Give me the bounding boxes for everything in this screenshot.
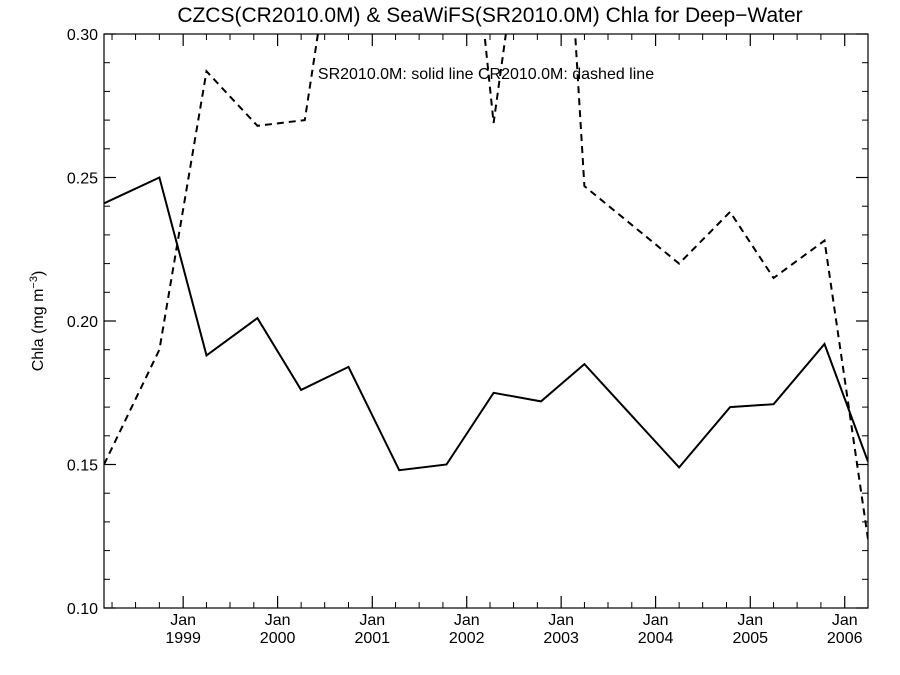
x-tick-label-month: Jan [454, 612, 480, 629]
x-tick-label-month: Jan [643, 612, 669, 629]
series-annotation: SR2010.0M: solid line CR2010.0M: dashed … [318, 66, 654, 83]
x-tick-label-year: 2002 [449, 630, 485, 647]
series-line-cr2010-0m [104, 34, 868, 540]
x-tick-label-month: Jan [359, 612, 385, 629]
series-line-sr2010-0m [104, 176, 868, 472]
x-tick-label-month: Jan [832, 612, 858, 629]
x-tick-label-year: 2006 [827, 630, 863, 647]
x-tick-label-month: Jan [265, 612, 291, 629]
plot-frame [103, 33, 869, 609]
y-tick-label: 0.25 [67, 171, 98, 188]
x-tick-label-year: 1999 [165, 630, 201, 647]
chart-title: CZCS(CR2010.0M) & SeaWiFS(SR2010.0M) Chl… [177, 4, 802, 27]
y-axis-label-text: Chla (mg m [30, 289, 47, 372]
y-tick-label: 0.30 [67, 27, 98, 44]
x-tick-label-year: 2000 [260, 630, 296, 647]
x-tick-label-year: 2003 [543, 630, 579, 647]
y-axis-label: Chla (mg m−3) [28, 271, 47, 372]
y-tick-label: 0.10 [67, 601, 98, 618]
y-tick-label: 0.15 [67, 458, 98, 475]
x-tick-label-year: 2001 [354, 630, 390, 647]
x-tick-label-month: Jan [548, 612, 574, 629]
x-tick-label-month: Jan [737, 612, 763, 629]
series-layer [104, 34, 868, 540]
x-tick-label-year: 2005 [732, 630, 768, 647]
x-tick-label-month: Jan [170, 612, 196, 629]
y-axis-label-exponent: −3 [28, 276, 40, 289]
y-tick-label: 0.20 [67, 314, 98, 331]
x-tick-label-year: 2004 [638, 630, 674, 647]
y-axis-label-close: ) [30, 271, 47, 276]
axes: 0.100.150.200.250.30Jan1999Jan2000Jan200… [67, 27, 868, 647]
